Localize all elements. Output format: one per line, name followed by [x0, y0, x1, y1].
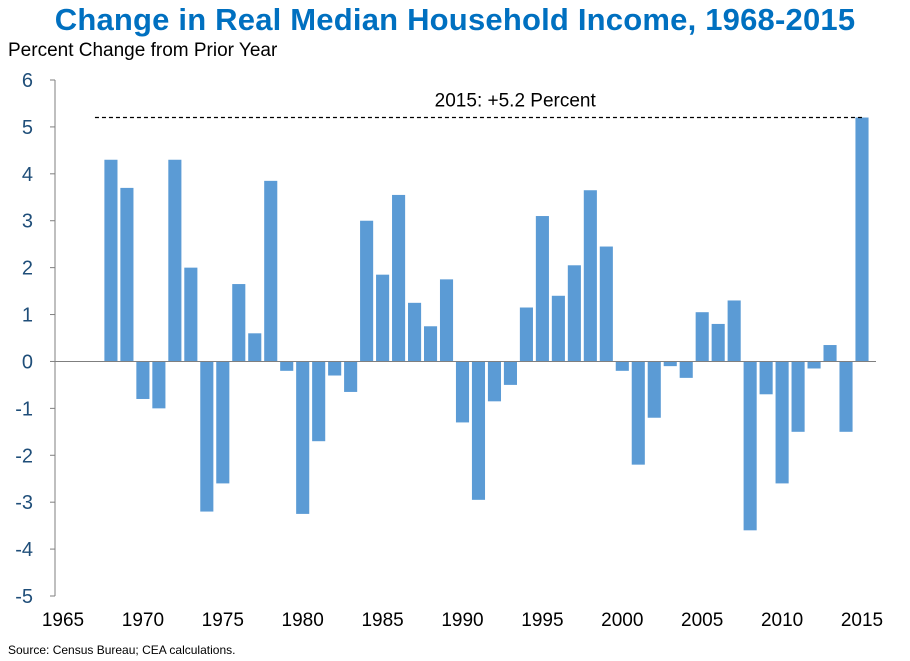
bar-2005 [695, 312, 709, 362]
bar-1968 [104, 159, 118, 362]
bar-1972 [168, 159, 182, 362]
bar-2014 [839, 361, 853, 432]
bar-2011 [791, 361, 805, 432]
bar-1970 [136, 361, 150, 399]
bar-1991 [471, 361, 486, 500]
bar-2004 [679, 361, 693, 378]
bar-1976 [232, 284, 246, 362]
y-ticks-group: 6 5 4 3 2 1 0 -1 -2 -3 -4 -5 [15, 70, 55, 608]
bars-group [104, 117, 869, 531]
bar-1993 [503, 361, 517, 385]
bar-1984 [360, 220, 374, 362]
bar-1999 [599, 246, 613, 362]
y-tick-label: -1 [15, 398, 33, 420]
x-tick-label: 1970 [122, 610, 164, 631]
bar-1969 [120, 187, 134, 362]
bar-2006 [711, 323, 725, 362]
y-tick-label: 5 [22, 117, 33, 139]
x-tick-label: 1990 [441, 610, 483, 631]
y-tick-label: 1 [22, 305, 33, 327]
bar-2003 [663, 361, 677, 367]
bar-2000 [615, 361, 629, 371]
bar-1982 [328, 361, 342, 376]
bar-1986 [392, 194, 406, 362]
bar-1978 [264, 180, 278, 362]
bar-1995 [535, 216, 549, 362]
annotation-2015: 2015: +5.2 Percent [435, 91, 597, 112]
x-tick-label: 2000 [601, 610, 643, 631]
bar-1997 [567, 265, 581, 362]
bar-1989 [439, 279, 454, 362]
bar-2001 [631, 361, 645, 465]
x-tick-label: 2015 [841, 610, 883, 631]
x-ticks-group: 1965 1970 1975 1980 1985 1990 1995 2000 2005 2010… [42, 610, 883, 631]
y-tick-label: 4 [22, 164, 33, 186]
bar-1998 [583, 190, 597, 362]
x-tick-label: 2010 [761, 610, 803, 631]
y-tick-label: -2 [15, 445, 33, 467]
y-tick-label: -4 [15, 539, 33, 561]
x-tick-label: 1965 [42, 610, 84, 631]
bar-1994 [519, 307, 533, 362]
bar-2013 [823, 345, 837, 362]
bar-1975 [216, 361, 230, 484]
bar-1980 [296, 361, 310, 514]
bar-2008 [743, 361, 757, 531]
bar-1974 [200, 361, 214, 512]
x-tick-label: 1985 [361, 610, 403, 631]
bar-2015 [855, 117, 869, 362]
y-tick-label: -3 [15, 492, 33, 514]
bar-2002 [647, 361, 661, 418]
bar-1985 [376, 274, 390, 362]
bar-1981 [312, 361, 326, 442]
bar-1979 [280, 361, 294, 371]
bar-1996 [551, 295, 565, 362]
bar-1983 [344, 361, 358, 392]
source-note: Source: Census Bureau; CEA calculations. [8, 643, 236, 657]
x-tick-label: 1980 [282, 610, 324, 631]
bar-1992 [487, 361, 502, 402]
bar-2009 [759, 361, 773, 395]
y-tick-label: 3 [22, 211, 33, 233]
chart-title: Change in Real Median Household Income, … [54, 2, 856, 37]
bar-1971 [152, 361, 166, 409]
y-axis-label: Percent Change from Prior Year [8, 40, 278, 61]
y-tick-label: -5 [15, 586, 33, 608]
bar-1988 [423, 326, 438, 362]
x-tick-label: 1975 [202, 610, 244, 631]
bar-2012 [807, 361, 821, 369]
x-tick-label: 2005 [681, 610, 723, 631]
bar-1973 [184, 267, 198, 362]
x-tick-label: 1995 [521, 610, 563, 631]
bar-1987 [408, 302, 422, 362]
y-tick-label: 2 [22, 258, 33, 280]
y-tick-label: 6 [22, 70, 33, 92]
y-tick-label: 0 [22, 351, 33, 373]
bar-1977 [248, 333, 262, 362]
bar-2007 [727, 300, 741, 362]
bar-2010 [775, 361, 789, 484]
bar-1990 [455, 361, 470, 423]
